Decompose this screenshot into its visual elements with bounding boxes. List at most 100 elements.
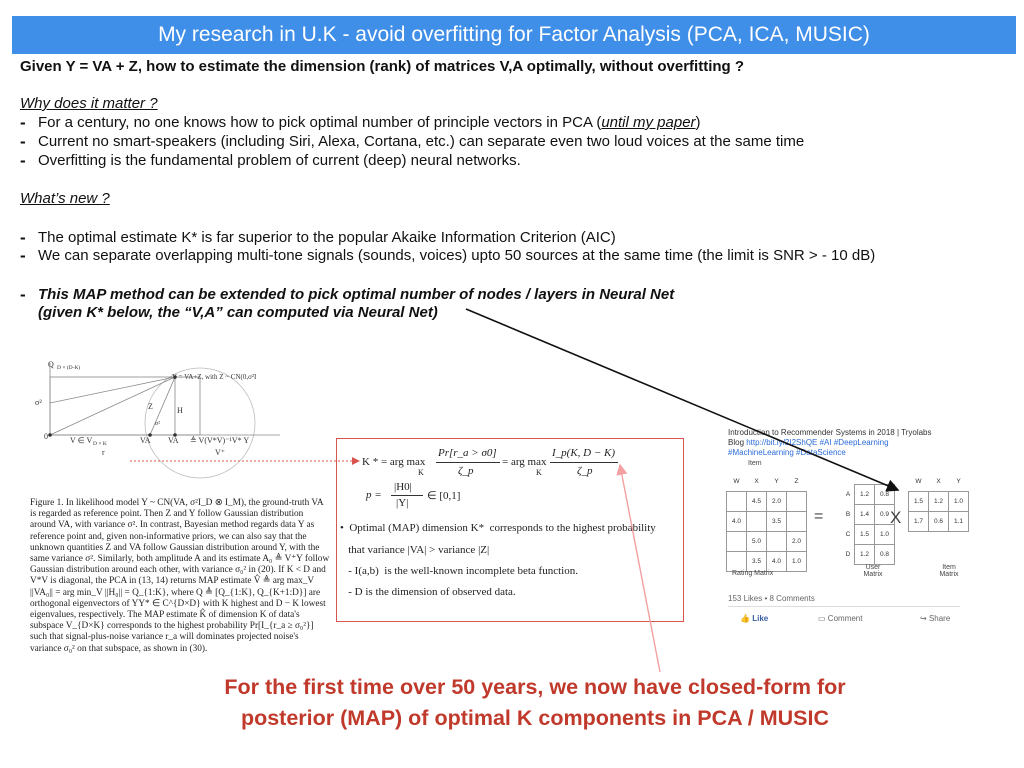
recommender-blog-prefix: Blog bbox=[728, 438, 747, 447]
share-button[interactable]: ↪ Share bbox=[920, 614, 950, 623]
item-matrix-label-2: Matrix bbox=[939, 571, 959, 578]
fig-label-q-sub: D × (D-K) bbox=[57, 364, 80, 371]
fig-label-v-in: V ∈ V bbox=[70, 436, 92, 445]
formula-frac2-den: ζ_p bbox=[577, 465, 593, 477]
recommender-title: Introduction to Recommender Systems in 2… bbox=[728, 428, 932, 437]
formula-box bbox=[336, 438, 684, 622]
user-row-label: A bbox=[845, 491, 851, 498]
bullet-dash: - bbox=[20, 285, 26, 304]
why-item-1: For a century, no one knows how to pick … bbox=[38, 114, 701, 131]
formula-frac1-den: ζ_p bbox=[458, 465, 474, 477]
figure-points bbox=[48, 375, 177, 437]
times-sign: X bbox=[890, 508, 902, 527]
formula-frac1-bar bbox=[436, 462, 500, 463]
bullet-dash: - bbox=[20, 228, 26, 247]
formula-bullet-2: that variance |VA| > variance |Z| bbox=[340, 544, 490, 556]
formula-p-range: ∈ [0,1] bbox=[427, 490, 461, 502]
fig-label-va: VA bbox=[140, 436, 151, 445]
item-cell: 1.0 bbox=[948, 491, 969, 512]
fig-label-vplus: V⁺ bbox=[215, 448, 225, 457]
rating-matrix: W X Y Z 4.5 2.0 4.0 3.5 5.0 2.0 3.5 4.0 1.0 bbox=[726, 472, 807, 572]
conclusion: For the first time over 50 years, we now… bbox=[150, 672, 920, 734]
rating-col-header: W bbox=[733, 478, 740, 485]
intro-question: Given Y = VA + Z, how to estimate the di… bbox=[20, 58, 745, 75]
formula-eq-mid: = arg max bbox=[502, 456, 547, 468]
formula-k-star: K * = arg max bbox=[362, 456, 426, 468]
rating-cell: 1.0 bbox=[786, 551, 807, 572]
recommender-header: Introduction to Recommender Systems in 2… bbox=[728, 428, 948, 458]
why-item-1-tail: ) bbox=[695, 114, 701, 131]
conclusion-line-2: posterior (MAP) of optimal K components … bbox=[240, 706, 830, 730]
formula-frac2-bar bbox=[550, 462, 618, 463]
comment-label: Comment bbox=[827, 614, 863, 623]
fig-label-s0: σ² bbox=[155, 421, 160, 427]
item-col-header: W bbox=[915, 478, 922, 485]
fig-label-v-in-sub: D × K bbox=[93, 441, 107, 447]
formula-frac2-num: I_p(K, D − K) bbox=[552, 447, 616, 459]
like-button[interactable]: 👍 Like bbox=[740, 614, 768, 623]
formula-p-den: |Y| bbox=[396, 497, 409, 509]
recommender-blog-line: Blog http://bit.ly/2I2ShQE #AI #DeepLear… bbox=[728, 438, 948, 448]
black-arrow-icon bbox=[465, 308, 900, 492]
slide-title: My research in U.K - avoid overfitting f… bbox=[12, 16, 1016, 54]
bullet-dash: - bbox=[20, 151, 26, 170]
formula-p-lhs: p = bbox=[366, 489, 382, 501]
user-row-label: D bbox=[845, 551, 851, 558]
geometry-figure: Q D × (D-K) Y = VA+Z, with Z ~ CN(0,σ²I … bbox=[35, 360, 280, 479]
user-matrix-label: User Matrix bbox=[858, 564, 888, 578]
item-matrix-label-1: Item bbox=[942, 564, 956, 571]
user-matrix-label-1: User bbox=[865, 564, 881, 571]
formula-p-num: |H0| bbox=[394, 481, 412, 493]
why-heading: Why does it matter ? bbox=[20, 95, 158, 112]
share-icon: ↪ bbox=[920, 614, 927, 623]
user-matrix-label-2: Matrix bbox=[863, 571, 883, 578]
user-cell: 0.8 bbox=[874, 544, 895, 565]
comment-icon: ▭ bbox=[818, 614, 826, 623]
fig-label-sigma: σ² bbox=[35, 398, 42, 407]
like-label: Like bbox=[752, 614, 769, 623]
fig-label-zero: 0 bbox=[44, 432, 48, 441]
likes-count: 153 Likes • 8 Comments bbox=[728, 594, 815, 603]
bullet-dash: - bbox=[20, 113, 26, 132]
user-matrix: A 1.2 0.8 B 1.4 0.9 C 1.5 1.0 D 1.2 0.8 bbox=[842, 484, 895, 565]
formula-bullet-3: - I(a,b) is the well-known incomplete be… bbox=[340, 565, 578, 577]
rating-matrix-label: Rating Matrix bbox=[732, 570, 774, 577]
bullet-dash: - bbox=[20, 132, 26, 151]
fig-label-vproj: ≜ V(V*V)⁻¹V* Y bbox=[190, 436, 249, 445]
item-cell: 1.1 bbox=[948, 511, 969, 532]
item-matrix-label: Item Matrix bbox=[934, 564, 964, 578]
user-row-label: C bbox=[845, 531, 851, 538]
formula-frac1-num: Pr[r_a > σ0] bbox=[438, 447, 497, 459]
formula-bullet-4: - D is the dimension of observed data. bbox=[340, 586, 516, 598]
comment-button[interactable]: ▭ Comment bbox=[818, 614, 862, 623]
formula-p-bar bbox=[391, 495, 423, 496]
formula-k-sub: K bbox=[418, 468, 424, 477]
rating-col-header: X bbox=[754, 478, 759, 485]
item-col-header: X bbox=[936, 478, 941, 485]
conclusion-line-1: For the first time over 50 years, we now… bbox=[224, 675, 846, 699]
formula-k-sub-2: K bbox=[536, 468, 542, 477]
why-item-1-text: For a century, no one knows how to pick … bbox=[38, 114, 602, 131]
new-item-2: We can separate overlapping multi-tone s… bbox=[38, 247, 876, 264]
rating-cell: 2.0 bbox=[786, 531, 807, 552]
pink-arrow-icon bbox=[616, 463, 661, 673]
why-item-1-link[interactable]: until my paper bbox=[601, 114, 696, 131]
social-divider bbox=[728, 606, 960, 607]
figure-caption: Figure 1. In likelihood model Y ~ CN(VA,… bbox=[30, 498, 330, 654]
why-item-3: Overfitting is the fundamental problem o… bbox=[38, 152, 521, 169]
rating-col-header: Y bbox=[774, 478, 779, 485]
why-item-2: Current no smart-speakers (including Sir… bbox=[38, 133, 805, 150]
whats-new-heading: What’s new ? bbox=[20, 190, 110, 207]
fig-label-ra: r bbox=[102, 448, 105, 457]
new-item-3-line1: This MAP method can be extended to pick … bbox=[38, 286, 675, 303]
recommender-tags[interactable]: #MachineLearning #DataScience bbox=[728, 448, 846, 457]
fig-label-a0: VA bbox=[168, 436, 179, 445]
fig-label-h0: H bbox=[177, 406, 183, 415]
share-label: Share bbox=[928, 614, 951, 623]
recommender-blog-link[interactable]: http://bit.ly/2I2ShQE #AI #DeepLearning bbox=[746, 438, 889, 447]
fig-label-z: Z bbox=[148, 402, 153, 411]
thumbs-up-icon: 👍 bbox=[740, 614, 750, 623]
rating-col-header: Z bbox=[794, 478, 799, 485]
equals-sign: = bbox=[814, 508, 824, 525]
